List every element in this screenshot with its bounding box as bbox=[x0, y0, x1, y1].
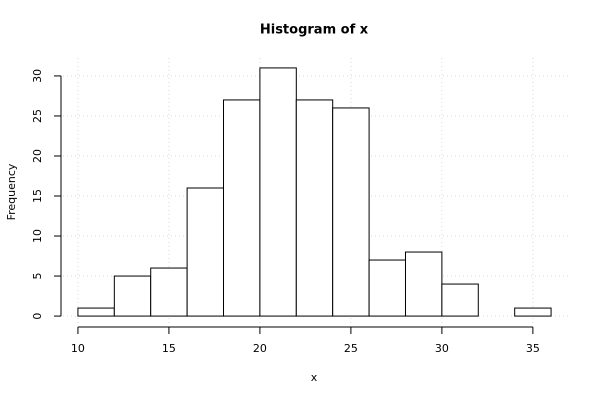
bar bbox=[295, 99, 334, 317]
bar bbox=[150, 267, 188, 317]
y-tick-label: 25 bbox=[31, 109, 44, 123]
x-tick-label: 15 bbox=[162, 342, 176, 355]
bar bbox=[186, 187, 225, 317]
bar bbox=[368, 259, 406, 317]
chart-title: Histogram of x bbox=[260, 23, 369, 38]
bar bbox=[223, 99, 261, 317]
y-tick-label: 0 bbox=[31, 313, 44, 320]
x-tick-label: 20 bbox=[253, 342, 267, 355]
x-axis-label: x bbox=[311, 371, 318, 384]
x-tick-label: 30 bbox=[435, 342, 449, 355]
bar bbox=[441, 283, 479, 317]
y-tick-label: 10 bbox=[31, 229, 44, 243]
y-tick-label: 30 bbox=[31, 69, 44, 83]
y-tick-label: 20 bbox=[31, 149, 44, 163]
bar bbox=[113, 275, 152, 317]
bar bbox=[332, 107, 370, 317]
bar bbox=[77, 307, 115, 317]
x-tick-label: 25 bbox=[344, 342, 358, 355]
bar bbox=[514, 307, 552, 317]
bar bbox=[404, 251, 443, 317]
x-tick-label: 10 bbox=[71, 342, 85, 355]
bar bbox=[259, 67, 297, 317]
y-axis-label: Frequency bbox=[5, 163, 18, 220]
x-tick-label: 35 bbox=[526, 342, 540, 355]
y-tick-label: 15 bbox=[31, 189, 44, 203]
y-tick-label: 5 bbox=[31, 273, 44, 280]
